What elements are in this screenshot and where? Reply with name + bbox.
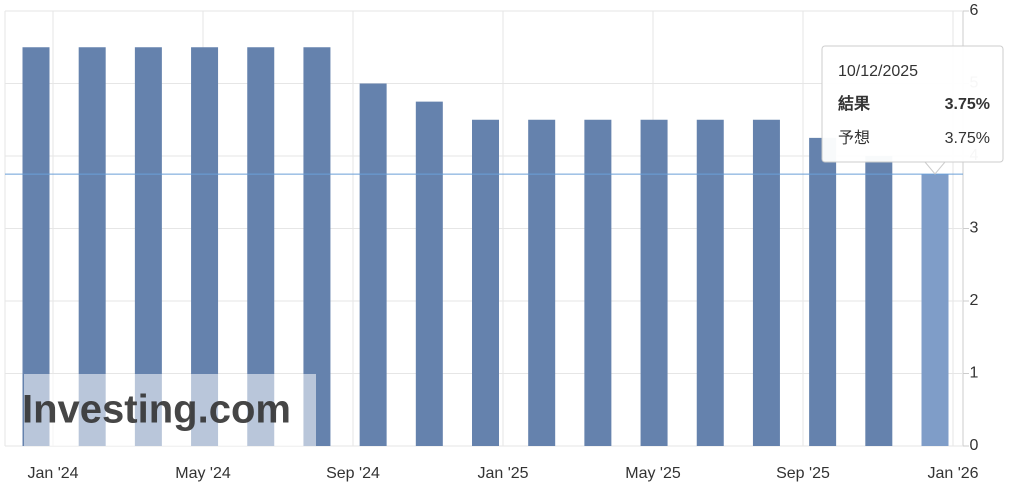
tooltip-forecast: 3.75%	[945, 130, 990, 147]
bar	[584, 119, 612, 446]
bar	[752, 119, 780, 446]
tooltip-forecast-label: 予想	[838, 129, 870, 147]
overlay: Investing.com 10/12/2025 結果 3.75% 予想 3.75%	[5, 45, 1004, 446]
tooltip-result-label: 結果	[838, 94, 870, 113]
watermark: Investing.com	[22, 388, 291, 432]
tooltip-result: 3.75%	[945, 96, 990, 113]
x-tick-label: May '25	[625, 465, 681, 482]
y-tick-label: 1	[970, 365, 979, 382]
tooltip-box	[821, 45, 1004, 163]
tooltip-date: 10/12/2025	[838, 63, 918, 80]
bar	[528, 119, 556, 446]
x-tick-label: May '24	[175, 465, 231, 482]
bar	[640, 119, 668, 446]
x-tick-label: Jan '26	[927, 465, 978, 482]
y-tick-label: 0	[970, 437, 979, 454]
y-tick-label: 3	[970, 220, 979, 237]
watermark-bg	[24, 374, 316, 446]
tooltip-pointer	[923, 161, 947, 175]
x-tick-label: Jan '25	[477, 465, 528, 482]
y-tick-label: 2	[970, 292, 979, 309]
x-tick-label: Jan '24	[27, 465, 78, 482]
bar	[809, 137, 837, 446]
bar	[415, 101, 443, 446]
x-tick-label: Sep '24	[326, 465, 380, 482]
bar	[359, 83, 387, 446]
bar	[865, 156, 893, 446]
bar	[696, 119, 724, 446]
bar	[472, 119, 499, 446]
x-tick-label: Sep '25	[776, 465, 830, 482]
bar	[921, 174, 949, 446]
y-tick-label: 6	[970, 2, 979, 19]
